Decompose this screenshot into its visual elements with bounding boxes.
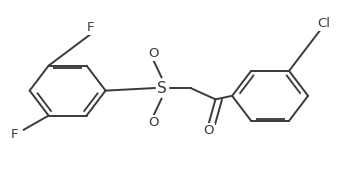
Text: S: S xyxy=(157,80,167,96)
Text: O: O xyxy=(148,47,159,60)
Text: O: O xyxy=(203,124,214,137)
Text: O: O xyxy=(148,116,159,129)
Text: Cl: Cl xyxy=(317,17,330,30)
Text: F: F xyxy=(11,128,18,141)
Text: F: F xyxy=(87,21,94,34)
